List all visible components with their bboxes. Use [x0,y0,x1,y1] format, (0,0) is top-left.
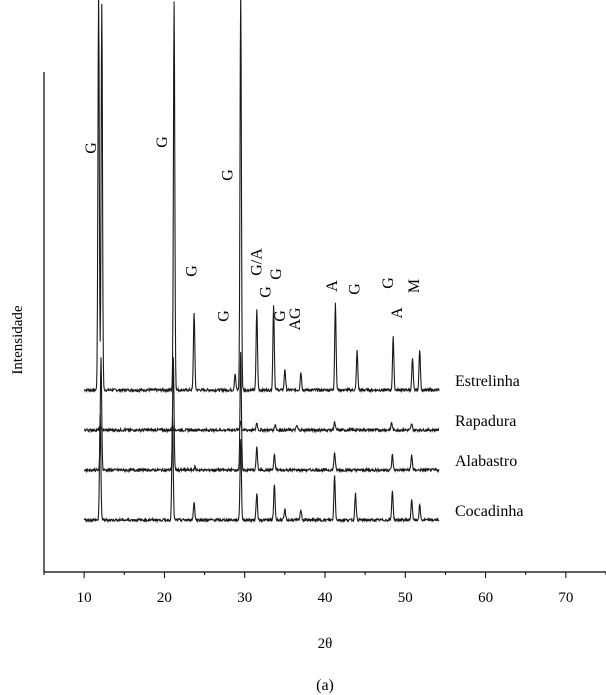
peak-annotation: A [389,307,406,319]
series-trace-estrelinha [83,0,440,394]
peak-annotation: G [272,310,289,322]
series-label-rapadura: Rapadura [455,413,516,430]
x-tick-label: 20 [157,590,172,606]
series-trace-alabastro [83,351,440,474]
peak-annotation: G/A [249,248,266,276]
x-tick-label: 40 [318,590,333,606]
y-axis-title: Intensidade [10,305,26,374]
peak-annotation: A [324,280,341,292]
series-trace-cocadinha [83,414,440,524]
peak-annotation: G [216,310,233,322]
x-axis-ticks: 10 20 30 40 50 60 70 [43,572,606,606]
x-tick-label: 60 [478,590,493,606]
series-labels: Estrelinha Rapadura Alabastro Cocadinha [455,373,523,520]
peak-annotation: G [380,277,397,289]
peak-annotation: M [406,279,423,293]
peak-annotation: G [154,136,171,148]
series-label-estrelinha: Estrelinha [455,373,520,390]
peak-annotation: G [268,268,285,280]
series-label-alabastro: Alabastro [455,453,517,470]
x-tick-label: 70 [558,590,573,606]
x-axis-title: 2θ [318,636,333,652]
peak-annotation: G [347,283,364,295]
peak-annotation: AG [287,307,304,331]
peak-annotation: G [220,169,237,181]
x-tick-label: 50 [398,590,413,606]
peak-annotation: G [184,265,201,277]
series-traces [83,0,440,524]
peak-annotation: G [83,142,100,154]
series-label-cocadinha: Cocadinha [455,503,523,520]
x-tick-label: 30 [237,590,252,606]
figure-caption: (a) [316,677,334,694]
x-tick-label: 10 [77,590,92,606]
peak-annotation: G [257,286,274,298]
series-trace-rapadura [83,420,440,434]
